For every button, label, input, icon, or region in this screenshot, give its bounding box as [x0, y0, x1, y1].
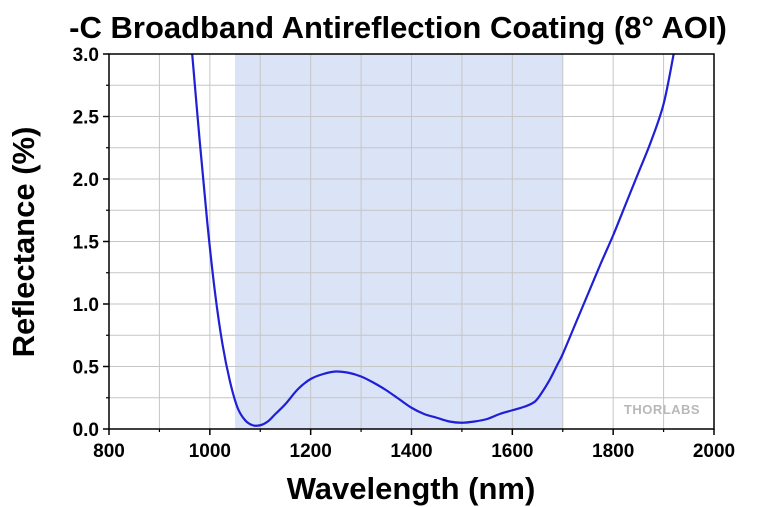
- x-axis-label: Wavelength (nm): [287, 471, 536, 506]
- series-group: [191, 54, 675, 427]
- x-tick-label: 1000: [189, 441, 231, 462]
- chart-title: -C Broadband Antireflection Coating (8° …: [69, 10, 727, 45]
- y-axis-label: Reflectance (%): [6, 127, 41, 358]
- y-tick-label: 2.0: [73, 170, 99, 191]
- x-tick-label: 1800: [592, 441, 634, 462]
- x-tick-label: 2000: [693, 441, 735, 462]
- x-tick-label: 1200: [290, 441, 332, 462]
- x-tick-labels: 800 1000 1200 1400 1600 1800 2000: [93, 441, 735, 462]
- y-tick-label: 2.5: [73, 108, 100, 129]
- thorlabs-watermark: THORLABS: [624, 402, 700, 417]
- y-tick-label: 3.0: [73, 45, 99, 66]
- y-tick-label: 0.0: [73, 420, 99, 441]
- x-tick-label: 1600: [491, 441, 533, 462]
- grid: [109, 54, 714, 429]
- y-tick-label: 0.5: [73, 358, 100, 379]
- y-tick-label: 1.0: [73, 295, 99, 316]
- x-tick-label: 1400: [390, 441, 432, 462]
- y-tick-label: 1.5: [73, 233, 100, 254]
- x-tick-label: 800: [93, 441, 125, 462]
- ticks: [103, 53, 715, 435]
- y-tick-labels: 0.0 0.5 1.0 1.5 2.0 2.5 3.0: [73, 45, 100, 441]
- series-line-0: [191, 54, 675, 427]
